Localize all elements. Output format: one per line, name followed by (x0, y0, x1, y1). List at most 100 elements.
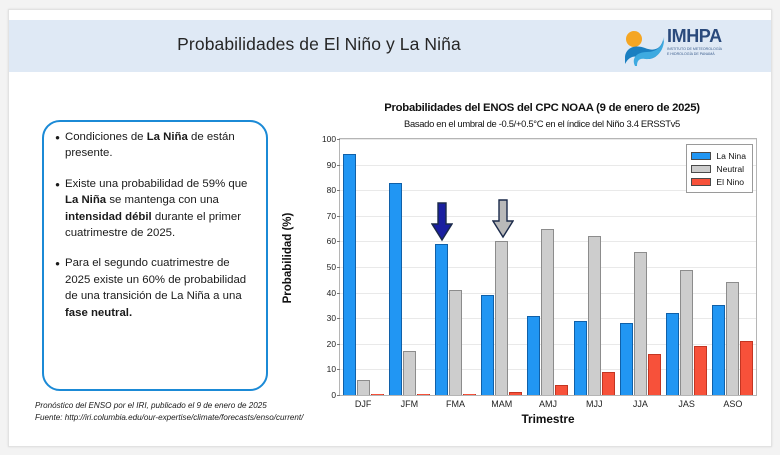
bar-lanina-amj (527, 315, 541, 395)
chart-legend: La Nina Neutral El Nino (686, 144, 753, 193)
gridline (340, 164, 756, 166)
callout-bullet-text: Condiciones de La Niña de están presente… (65, 131, 235, 160)
gridline (340, 190, 756, 192)
legend-item: La Nina (691, 149, 746, 162)
y-axis-tick-mark (337, 267, 340, 268)
bar-neutral-mjj (587, 236, 601, 395)
callout-bullet-1: • Condiciones de La Niña de están present… (50, 129, 256, 162)
source-note-line2: Fuente: http://iri.columbia.edu/our-expe… (35, 413, 304, 422)
legend-label: El Nino (716, 176, 745, 187)
chart-plot-outer: 0 10 20 30 40 50 60 70 80 90 100 DJF JFM FMA MAM AMJ MJ… (322, 134, 757, 409)
y-axis-tick-label: 100 (322, 134, 336, 144)
y-axis-tick-mark (337, 139, 340, 140)
bar-neutral-aso (726, 282, 740, 395)
y-axis-tick-label: 80 (326, 185, 336, 196)
chart-bar-groups: DJF JFM FMA MAM AMJ MJJ JJA JAS ASO (340, 139, 756, 409)
imhpa-logo: IMHPA INSTITUTO DE METEOROLOGÍA E HIDROL… (615, 24, 765, 70)
legend-swatch-neutral (691, 164, 712, 173)
bar-neutral-jja (633, 251, 647, 395)
y-axis-tick-mark (337, 369, 340, 371)
x-axis-tick-label: JAS (678, 399, 695, 409)
bullet-dot-icon: • (55, 176, 60, 192)
y-axis-tick-mark (337, 395, 340, 396)
bar-lanina-mjj (573, 320, 587, 395)
imhpa-logo-text: IMHPA INSTITUTO DE METEOROLOGÍA E HIDROL… (667, 27, 763, 57)
bar-elnino-jas (694, 346, 708, 395)
bar-lanina-djf (342, 154, 356, 395)
bar-elnino-aso (740, 341, 754, 395)
legend-label: La Nina (716, 150, 746, 161)
y-axis-tick-label: 90 (326, 159, 336, 170)
bullet-dot-icon: • (55, 130, 60, 145)
callout-bullet-text: Existe una probabilidad de 59% que La Ni… (65, 177, 248, 240)
y-axis-tick-mark (337, 164, 340, 166)
source-note: Pronóstico del ENSO por el IRI, publicad… (35, 400, 395, 424)
y-axis-tick-mark (337, 215, 340, 217)
bar-group-mam: MAM (479, 139, 525, 409)
x-axis-tick-label: MAM (491, 399, 513, 409)
bar-neutral-mam (495, 241, 509, 395)
legend-item: Neutral (691, 162, 746, 175)
bar-group-mjj: MJJ (571, 139, 617, 409)
bar-group-djf: DJF (340, 139, 386, 409)
gridline (340, 215, 756, 217)
y-axis-tick-label: 20 (326, 338, 336, 349)
slide: Probabilidades de El Niño y La Niña IMHP… (8, 9, 772, 447)
y-axis-tick-label: 0 (331, 390, 336, 400)
bar-lanina-aso (712, 305, 726, 395)
legend-swatch-lanina (691, 151, 712, 160)
x-axis-tick-label: DJF (354, 399, 372, 409)
chart-subtitle: Basado en el umbral de -0.5/+0.5°C en el… (404, 118, 680, 129)
bar-neutral-jas (680, 269, 694, 395)
bar-elnino-jja (647, 354, 661, 395)
y-axis-tick-mark (337, 343, 340, 345)
bar-elnino-mjj (601, 371, 615, 395)
imhpa-logo-subtitle-line2: E HIDROLOGÍA DE PANAMÁ (667, 52, 715, 56)
chart-y-axis-label: Probabilidad (%) (282, 212, 294, 304)
x-axis-tick-label: AMJ (538, 399, 557, 409)
legend-label: Neutral (716, 163, 745, 174)
bar-group-fma: FMA (432, 139, 478, 409)
page-title: Probabilidades de El Niño y La Niña (177, 34, 461, 54)
x-axis-tick-label: MJJ (585, 399, 603, 409)
y-axis-tick-label: 10 (326, 364, 336, 375)
imhpa-logo-subtitle: INSTITUTO DE METEOROLOGÍA E HIDROLOGÍA D… (667, 47, 763, 57)
arrow-neutral-mam (491, 199, 514, 239)
chart-x-axis-label: Trimestre (521, 412, 575, 426)
bar-group-jja: JJA (617, 139, 663, 409)
gridline (340, 139, 756, 140)
slide-header: Probabilidades de El Niño y La Niña IMHP… (9, 20, 771, 72)
y-axis-tick-mark (337, 241, 340, 243)
bar-lanina-mam (481, 295, 495, 395)
legend-swatch-elnino (691, 177, 712, 186)
bar-elnino-amj (555, 384, 569, 395)
imhpa-logo-name: IMHPA (667, 26, 722, 46)
bullet-dot-icon: • (55, 256, 60, 272)
y-axis-tick-mark (337, 318, 340, 320)
callout-bullet-text: Para el segundo cuatrimestre de 2025 exi… (65, 257, 247, 319)
y-axis-tick-label: 40 (326, 287, 336, 298)
summary-callout-box: • Condiciones de La Niña de están present… (42, 120, 268, 391)
y-axis-tick-mark (337, 292, 340, 294)
bar-neutral-jfm (402, 351, 416, 395)
bar-neutral-amj (541, 228, 555, 395)
y-axis-tick-label: 70 (326, 210, 336, 221)
x-axis-tick-label: JFM (400, 399, 419, 409)
bar-lanina-jfm (388, 182, 402, 395)
y-axis-tick-label: 30 (326, 313, 336, 324)
bar-group-amj: AMJ (525, 139, 571, 409)
bar-group-jfm: JFM (386, 139, 432, 409)
y-axis-tick-label: 50 (326, 262, 336, 272)
enso-probability-chart: Probabilidades del ENOS del CPC NOAA (9 … (282, 102, 767, 426)
callout-bullet-3: • Para el segundo cuatrimestre de 2025 ex… (50, 255, 256, 321)
x-axis-tick-label: FMA (446, 399, 466, 409)
bar-elnino-fma (463, 394, 477, 395)
bar-group-aso: ASO (710, 139, 756, 409)
chart-title: Probabilidades del ENOS del CPC NOAA (9 … (384, 102, 700, 114)
bar-elnino-djf (370, 394, 384, 395)
arrow-lanina-fma (430, 202, 453, 242)
bar-neutral-djf (356, 379, 370, 395)
source-note-line1: Pronóstico del ENSO por el IRI, publicad… (35, 401, 267, 410)
y-axis-tick-mark (337, 190, 340, 192)
bar-lanina-jja (619, 323, 633, 395)
